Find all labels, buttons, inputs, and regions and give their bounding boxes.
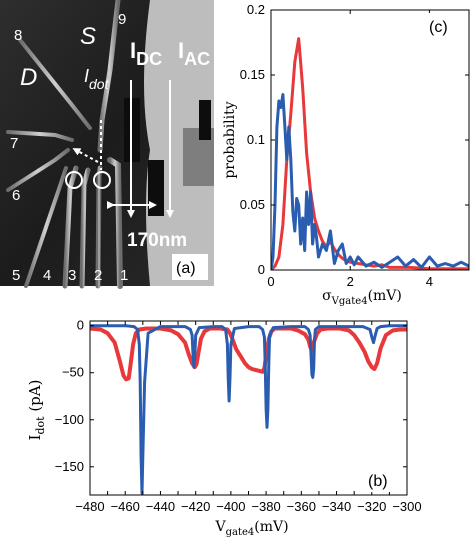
chart-b-xtick-label: −340: [322, 499, 351, 514]
chart-b-xtick-label: −320: [357, 499, 386, 514]
panel-b-tag: (b): [368, 473, 388, 490]
chart-b-ytick-label: −100: [55, 412, 84, 427]
chart-b-ytick-label: 0: [77, 318, 84, 333]
dot-circle-right: [93, 171, 111, 189]
chart-c-xlabel-main: σ: [322, 288, 332, 304]
gate-label-3: 3: [68, 267, 76, 284]
chart-b-xtick-label: −460: [111, 499, 140, 514]
panel-a-tag-box: [172, 254, 208, 280]
gate-label-5: 5: [12, 267, 20, 284]
chart-c-ytick-label: 0.05: [240, 197, 265, 212]
iac-label-main: I: [178, 38, 184, 63]
gate-label-7: 7: [10, 135, 18, 152]
idc-label: IDC: [130, 38, 162, 69]
chart-b-axes-box: [89, 320, 408, 496]
region-s-label: S: [80, 23, 96, 50]
chart-c-xlabel-unit: (mV): [368, 288, 402, 304]
chart-b-xtick-label: −440: [146, 499, 175, 514]
idot-arrow-left: [72, 148, 99, 163]
iac-label: IAC: [178, 38, 210, 69]
chart-b-xtick-label: −420: [181, 499, 210, 514]
panel-b-tag-box: [364, 468, 404, 492]
chart-b: −480 −460 −440 −420 −400 −380 −360 −340 −320 −300…: [26, 318, 422, 538]
chart-b-series-2-line: [90, 324, 407, 495]
chart-b-xtick-label: −480: [75, 499, 104, 514]
chart-b-xtick-label: −380: [251, 499, 280, 514]
chart-c-xtick-label: 4: [426, 274, 433, 289]
gate-label-8: 8: [14, 27, 22, 44]
sem-micrograph-panel: 1 2 3 4 5 6 7 8 9 S D Idot IDC IAC 170nm…: [0, 0, 214, 289]
chart-b-ylabel-main: I: [26, 434, 44, 440]
chart-c-xtick-label: 2: [347, 274, 354, 289]
scale-bar-label: 170nm: [127, 230, 187, 251]
chart-b-ytick-label: −150: [55, 459, 84, 474]
idot-label-sub: dot: [89, 76, 110, 92]
chart-b-ytick-label: −50: [62, 365, 84, 380]
region-d-label: D: [20, 64, 37, 91]
iac-label-sub: AC: [184, 49, 210, 69]
chart-c-ytick-label: 0.1: [247, 132, 265, 147]
chart-b-ylabel: Idot (pA): [26, 380, 47, 441]
sem-label-block-2: [148, 160, 164, 216]
chart-b-xtick-label: −400: [216, 499, 245, 514]
chart-c-ylabel: probability: [222, 101, 238, 178]
sem-label-block-3: [199, 100, 211, 140]
chart-c-xlabel-sub: Vgate4: [331, 296, 368, 307]
gate-label-2: 2: [94, 267, 102, 284]
chart-b-xlabel-unit: (mV): [254, 519, 288, 535]
chart-c-ytick-label: 0: [258, 262, 265, 277]
dot-circle-left: [65, 171, 83, 189]
chart-b-xtick-label: −360: [287, 499, 316, 514]
idc-label-sub: DC: [136, 49, 162, 69]
chart-b-ylabel-sub: dot: [34, 416, 47, 435]
chart-c-ytick-label: 0.2: [247, 2, 265, 17]
chart-b-xlabel: Vgate4(mV): [214, 519, 288, 538]
panel-c-tag: (c): [429, 19, 448, 36]
idot-label-main: I: [84, 66, 89, 86]
chart-c-xlabel: σVgate4(mV): [322, 288, 402, 307]
chart-b-ylabel-unit: (pA): [26, 380, 44, 417]
chart-c-xtick-label: 0: [267, 274, 274, 289]
gate-label-1: 1: [120, 267, 128, 284]
chart-b-xlabel-sub: gate4: [226, 527, 255, 538]
chart-b-xtick-label: −300: [392, 499, 421, 514]
chart-c-series-2-line: [271, 93, 469, 270]
idc-label-main: I: [130, 38, 136, 63]
chart-c: 0 2 4 0 0.05 0.1 0.15 0.2 probability σVgate4(m…: [222, 2, 470, 307]
chart-b-series-1-line: [90, 326, 407, 382]
panel-c-tag-box: [425, 13, 465, 39]
gate-label-4: 4: [43, 267, 51, 284]
gate-label-6: 6: [12, 187, 20, 204]
idot-label: Idot: [84, 66, 110, 92]
chart-c-ytick-label: 0.15: [240, 67, 265, 82]
gate-label-9: 9: [118, 11, 126, 28]
panel-a-tag: (a): [176, 260, 196, 277]
chart-b-xlabel-main: V: [214, 519, 226, 535]
